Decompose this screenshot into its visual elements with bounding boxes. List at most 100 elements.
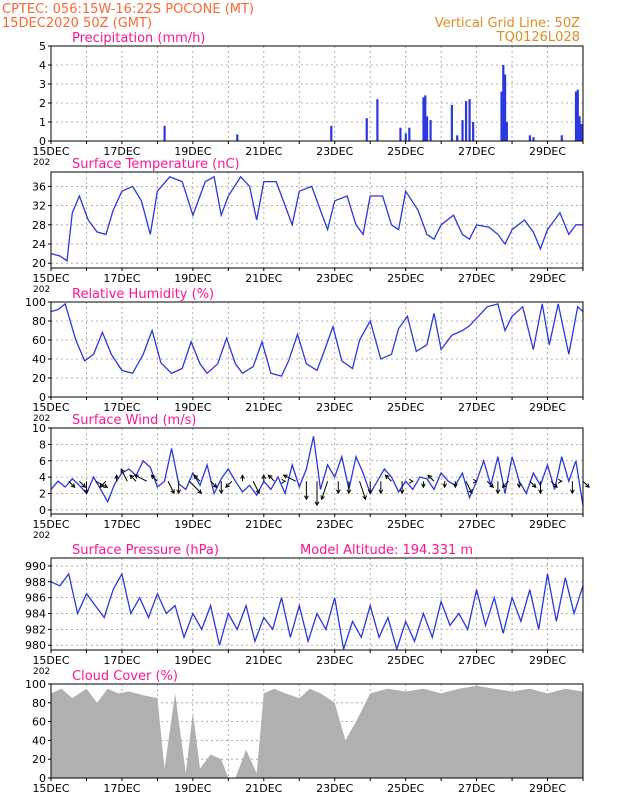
precip-bar [425,116,429,141]
pressure-ytick-label: 984 [25,608,46,621]
wind-xtick-label: 19DEC [174,518,211,531]
precip-bar [399,127,402,141]
wind-vector-head [531,483,537,488]
cloud-area [51,685,583,778]
precip-xtick-label: 29DEC [529,145,566,158]
precip-bar [330,125,333,141]
precip-xtick-label: 25DEC [387,145,424,158]
pressure-xtick-label: 27DEC [458,654,495,667]
cloud-ytick-label: 20 [32,753,46,766]
wind-vector [99,480,107,488]
wind-vector-head [399,489,405,495]
temp-panel: Surface Temperature (nC) 20 24 28 32 36 15DEC 1… [32,157,584,295]
precip-ytick-label: 3 [39,78,46,91]
wind-year-fragment: 202 [33,531,50,541]
rh-xtick-label: 23DEC [316,401,353,414]
wind-vector-head [218,489,224,495]
temp-xtick-label: 25DEC [387,272,424,285]
precip-bar [505,122,508,141]
cloud-ytick-label: 40 [32,734,46,747]
precip-bar [528,135,531,141]
wind-frame [50,427,584,515]
header: CPTEC: 056:15W-16:22S POCONE (MT) 15DEC2… [2,2,580,45]
wind-vector [321,481,329,500]
wind-xtick-label: 21DEC [245,518,282,531]
wind-vector-head [421,483,426,489]
pressure-annotation: Model Altitude: 194.331 m [300,543,473,558]
precip-bar [422,97,425,141]
pressure-xtick-label: 25DEC [387,654,424,667]
wind-vector-head [81,483,87,488]
cloud-xtick-label: 21DEC [245,782,282,795]
wind-ytick-label: 10 [32,422,46,435]
precip-bar [365,118,368,141]
cloud-xtick-label: 27DEC [458,782,495,795]
rh-ytick-label: 60 [32,334,46,347]
cloud-title: Cloud Cover (%) [72,669,178,684]
precip-bar [532,137,535,141]
precip-bar [472,122,475,141]
precip-xtick-label: 27DEC [458,145,495,158]
rh-year-fragment: 202 [33,414,50,424]
wind-vector-head [150,474,156,480]
cloud-xtick-label: 17DEC [103,782,140,795]
precip-bar [429,120,432,141]
wind-vector [188,480,202,494]
wind-xtick-label: 23DEC [316,518,353,531]
temp-ytick-label: 32 [32,200,46,213]
rh-ytick-label: 80 [32,315,46,328]
wind-vector-head [170,489,175,495]
pressure-xtick-label: 29DEC [529,654,566,667]
temp-xtick-label: 21DEC [245,272,282,285]
pressure-ytick-label: 982 [25,623,46,636]
temp-year-fragment: 202 [33,285,50,295]
rh-ytick-label: 20 [32,372,46,385]
wind-vector-head [114,474,119,479]
wind-xtick-label: 15DEC [32,518,69,531]
header-code: TQ0126L028 [496,30,580,45]
wind-vector-head [281,478,287,484]
precip-xtick-label: 19DEC [174,145,211,158]
wind-ytick-label: 8 [39,438,46,451]
pressure-xtick-label: 15DEC [32,654,69,667]
cloud-ytick-label: 100 [25,678,46,691]
cloud-ytick-label: 60 [32,716,46,729]
precip-year-fragment: 202 [33,158,50,168]
wind-vector [550,480,558,488]
wind-vector-head [442,483,448,489]
wind-vector [486,480,494,488]
precip-bar [580,123,583,141]
temp-xtick-label: 17DEC [103,272,140,285]
precip-bar [502,65,505,141]
wind-vector-head [367,489,373,495]
wind-vector-head [197,489,203,494]
wind-vector-head [193,474,198,480]
wind-vector-head [120,468,125,474]
wind-xtick-label: 29DEC [529,518,566,531]
temp-title: Surface Temperature (nC) [72,157,240,172]
temp-ytick-label: 36 [32,180,46,193]
wind-vector-head [516,483,522,489]
wind-vector [134,474,147,482]
wind-vector-head [452,483,458,489]
cloud-xtick-label: 23DEC [316,782,353,795]
cloud-panel: Cloud Cover (%) 0 20 40 60 80 100 15DEC 17DEC 19D… [25,669,584,795]
wind-ytick-label: 2 [39,488,46,501]
wind-series-line [51,436,583,506]
wind-vector-head [472,478,478,484]
cloud-ytick-label: 80 [32,697,46,710]
precip-panel: Precipitation (mm/h) 0 1 2 3 4 5 15DEC 17DEC 19DE… [32,31,584,168]
precip-bar [574,91,578,141]
wind-vector-head [99,483,104,488]
rh-xtick-label: 17DEC [103,401,140,414]
rh-xtick-label: 15DEC [32,401,69,414]
wind-vector-head [427,474,433,480]
header-station-line: CPTEC: 056:15W-16:22S POCONE (MT) [2,2,254,17]
wind-vector [252,481,260,494]
rh-xtick-label: 29DEC [529,401,566,414]
cloud-ytick-label: 0 [39,772,46,785]
pressure-ytick-label: 980 [25,639,46,652]
precip-bar [576,89,579,141]
wind-vector [359,481,367,500]
rh-series-line [51,302,583,377]
